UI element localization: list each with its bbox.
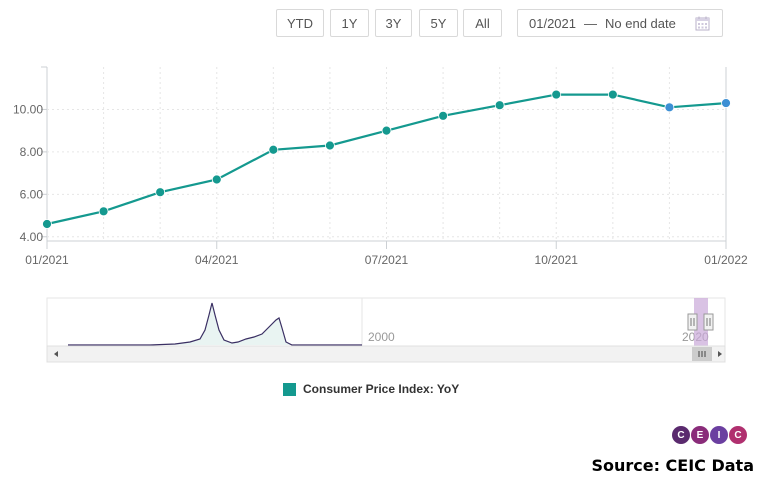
ceic-logo: C E I C (672, 426, 748, 444)
navigator-right-handle[interactable] (703, 313, 714, 331)
x-axis: 01/2021 04/2021 07/2021 10/2021 01/2022 (25, 241, 748, 267)
range-5y-button[interactable]: 5Y (419, 9, 458, 37)
date-range-picker[interactable]: 01/2021 — No end date (517, 9, 723, 37)
data-point[interactable] (98, 206, 109, 217)
series-line (46, 93, 727, 226)
y-axis: 4.00 6.00 8.00 10.00 (13, 66, 47, 244)
data-points (42, 89, 731, 229)
data-point[interactable] (211, 174, 222, 185)
data-point[interactable] (551, 89, 562, 100)
data-point[interactable] (42, 219, 52, 229)
y-tick-label: 4.00 (20, 230, 44, 244)
y-tick-label: 10.00 (13, 102, 43, 116)
range-1y-button[interactable]: 1Y (330, 9, 369, 37)
scrollbar-track[interactable] (46, 345, 726, 363)
x-tick-label: 07/2021 (365, 253, 409, 267)
line-chart: 4.00 6.00 8.00 10.00 01/2021 04/2021 07/2021 1… (13, 66, 748, 267)
logo-letter: E (691, 426, 709, 444)
calendar-icon[interactable] (695, 16, 710, 31)
data-point[interactable] (607, 89, 618, 100)
navigator-mini-series (68, 302, 362, 346)
logo-letter: I (710, 426, 728, 444)
data-point[interactable] (721, 98, 731, 108)
navigator-left-handle[interactable] (687, 313, 698, 331)
data-point[interactable] (268, 144, 279, 155)
chart-grid (46, 67, 727, 242)
data-point[interactable] (155, 187, 166, 198)
range-navigator[interactable]: 2000 2020 (0, 290, 758, 370)
x-tick-label: 01/2022 (704, 253, 748, 267)
x-tick-label: 10/2021 (535, 253, 579, 267)
range-ytd-button[interactable]: YTD (276, 9, 324, 37)
scroll-left-arrow-icon[interactable] (54, 351, 58, 357)
y-tick-label: 8.00 (20, 145, 44, 159)
logo-letter: C (729, 426, 747, 444)
data-point[interactable] (494, 100, 505, 111)
source-text: Source: CEIC Data (591, 456, 754, 475)
data-point[interactable] (381, 125, 392, 136)
range-3y-button[interactable]: 3Y (375, 9, 412, 37)
data-point[interactable] (664, 102, 675, 113)
chart-legend[interactable]: Consumer Price Index: YoY (283, 382, 459, 396)
data-point[interactable] (438, 110, 448, 121)
range-all-button[interactable]: All (463, 9, 502, 37)
navigator-frame (46, 297, 726, 347)
data-point[interactable] (325, 140, 335, 151)
logo-letter: C (672, 426, 690, 444)
navigator-selection[interactable] (694, 298, 708, 346)
x-tick-label: 04/2021 (195, 253, 239, 267)
navigator-label-2000: 2000 (368, 330, 395, 344)
date-to-value[interactable]: No end date (605, 15, 676, 31)
x-tick-label: 01/2021 (25, 253, 69, 267)
date-separator: — (584, 15, 597, 31)
legend-label: Consumer Price Index: YoY (303, 382, 460, 396)
y-tick-label: 6.00 (20, 187, 44, 201)
date-from-value[interactable]: 01/2021 (529, 15, 576, 31)
scroll-right-arrow-icon[interactable] (718, 351, 722, 357)
legend-swatch (283, 382, 296, 396)
